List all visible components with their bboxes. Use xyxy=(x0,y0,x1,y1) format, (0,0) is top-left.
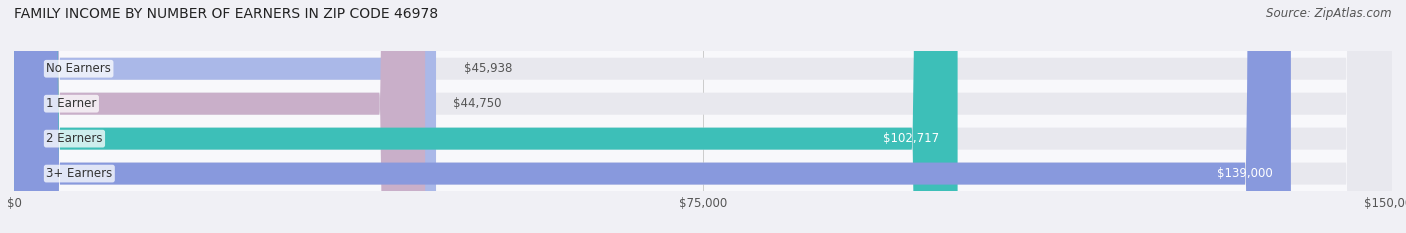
Text: $44,750: $44,750 xyxy=(453,97,501,110)
Text: $45,938: $45,938 xyxy=(464,62,512,75)
Text: 3+ Earners: 3+ Earners xyxy=(46,167,112,180)
FancyBboxPatch shape xyxy=(14,0,436,233)
Text: Source: ZipAtlas.com: Source: ZipAtlas.com xyxy=(1267,7,1392,20)
Text: FAMILY INCOME BY NUMBER OF EARNERS IN ZIP CODE 46978: FAMILY INCOME BY NUMBER OF EARNERS IN ZI… xyxy=(14,7,439,21)
Text: No Earners: No Earners xyxy=(46,62,111,75)
Text: $102,717: $102,717 xyxy=(883,132,939,145)
FancyBboxPatch shape xyxy=(14,0,1392,233)
FancyBboxPatch shape xyxy=(14,0,425,233)
Text: $139,000: $139,000 xyxy=(1216,167,1272,180)
Text: 1 Earner: 1 Earner xyxy=(46,97,97,110)
FancyBboxPatch shape xyxy=(14,0,1392,233)
FancyBboxPatch shape xyxy=(14,0,1392,233)
FancyBboxPatch shape xyxy=(14,0,1392,233)
FancyBboxPatch shape xyxy=(14,0,1291,233)
FancyBboxPatch shape xyxy=(14,0,957,233)
Text: 2 Earners: 2 Earners xyxy=(46,132,103,145)
